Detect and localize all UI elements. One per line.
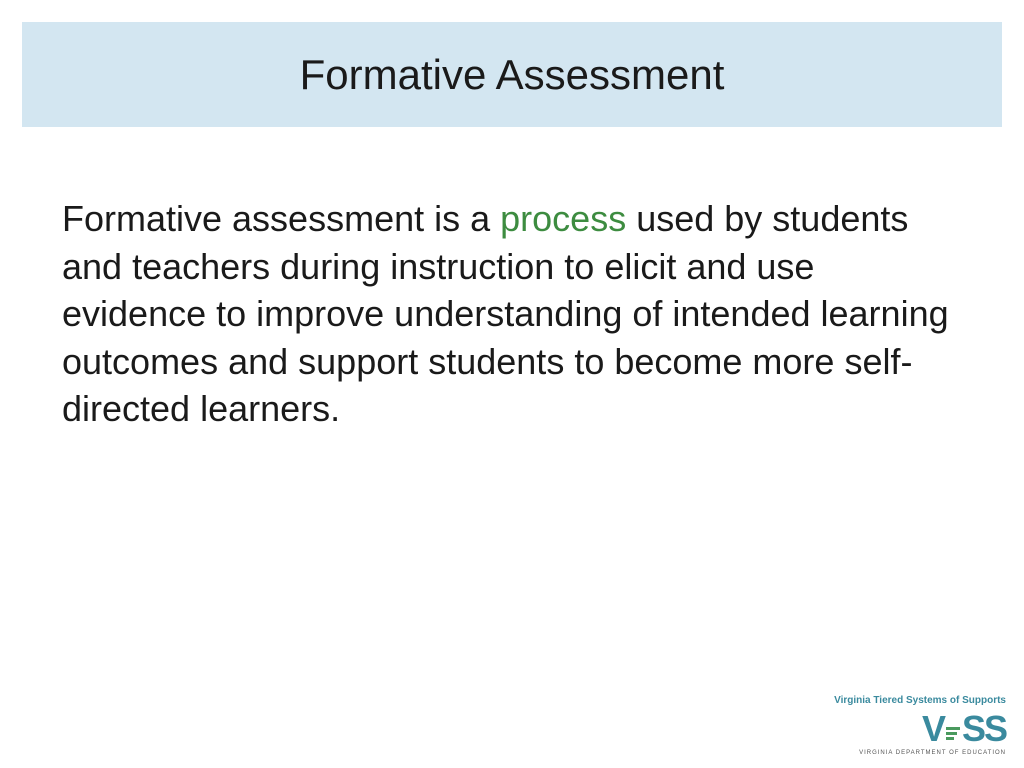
logo-tagline: Virginia Tiered Systems of Supports <box>834 695 1006 706</box>
logo-bars-icon <box>946 727 960 740</box>
logo-letters-ss: SS <box>962 708 1006 750</box>
vtss-logo: Virginia Tiered Systems of Supports V SS… <box>834 695 1006 756</box>
slide-body: Formative assessment is a process used b… <box>62 195 962 433</box>
logo-acronym: V SS <box>834 708 1006 750</box>
body-text-part1: Formative assessment is a <box>62 198 500 239</box>
slide-title: Formative Assessment <box>300 51 725 99</box>
body-highlight-word: process <box>500 198 626 239</box>
logo-letter-v: V <box>922 708 944 750</box>
title-bar: Formative Assessment <box>22 22 1002 127</box>
logo-subline: VIRGINIA DEPARTMENT OF EDUCATION <box>834 750 1006 756</box>
